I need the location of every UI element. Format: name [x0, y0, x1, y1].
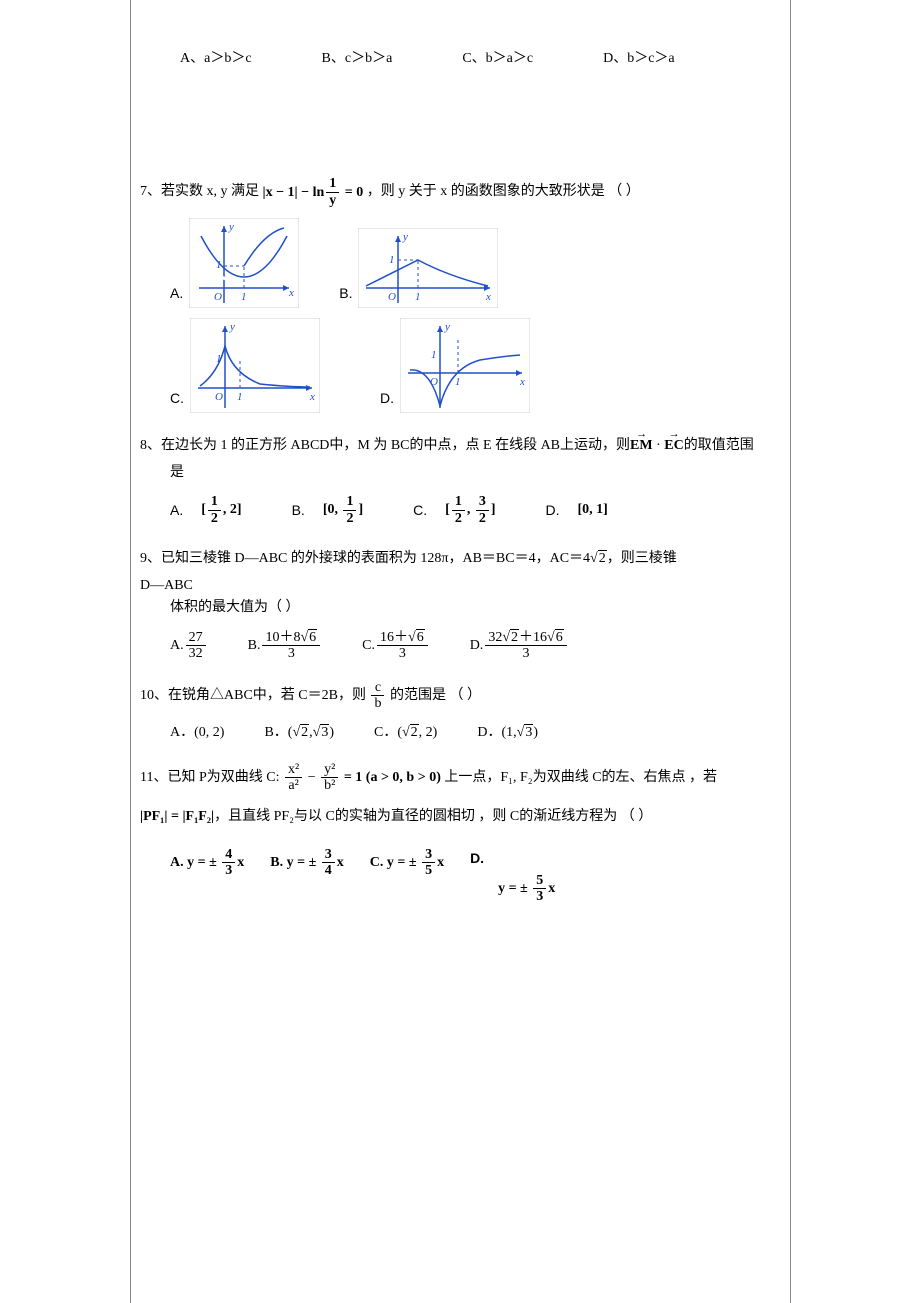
q11-opt-c: C. y = ± 35x [370, 847, 444, 879]
q11: 11、已知 P为双曲线 C: x²a² − y²b² = 1 (a > 0, b… [140, 762, 780, 905]
q10: 10、在锐角△ABC中，若 C＝2B，则 cb 的范围是 （ ） A．(0, 2… [140, 680, 780, 744]
q8-dot: · [653, 438, 665, 453]
q11-line2b: ，且直线 PF₂与以 C的实轴为直径的圆相切 ，则 C的渐近线方程为 （ ） [214, 809, 652, 824]
q9-line3: 体积的最大值为（ ） [170, 597, 780, 619]
q8-vec-ec: EC [664, 431, 683, 462]
q11-opt-a: A. y = ± 43x [170, 847, 244, 879]
svg-text:y: y [228, 221, 234, 233]
q9-line2: D—ABC [140, 575, 780, 597]
q7-graph-a: A. 1 1 O x y [170, 218, 299, 308]
q8-opt-b: B. [0, 12] [292, 494, 364, 526]
q7-graph-c: C. 1 1 O x y [170, 318, 320, 413]
svg-text:O: O [388, 291, 396, 303]
svg-text:O: O [215, 391, 223, 403]
svg-text:x: x [485, 291, 491, 303]
q10-opt-a: A．(0, 2) [170, 722, 224, 744]
q10-opt-b: B．(√2, √3) [264, 722, 334, 744]
q7-formula: |x − 1| − ln [263, 185, 325, 200]
svg-text:y: y [402, 231, 408, 243]
q7-frac-num: 1 [326, 176, 339, 192]
q7-svg-d: 1 1 O x y [400, 318, 530, 413]
q7-svg-b: 1 1 O x y [358, 228, 498, 308]
svg-text:1: 1 [455, 376, 461, 388]
svg-text:1: 1 [415, 291, 421, 303]
svg-text:x: x [519, 376, 525, 388]
svg-text:O: O [214, 291, 222, 303]
q7-svg-a: 1 1 O x y [189, 218, 299, 308]
q8-opt-a: A. [12, 2] [170, 494, 242, 526]
q7-graph-b: B. 1 1 O x y [339, 228, 498, 308]
q8-stem-post: 的取值范围 [684, 438, 754, 453]
q7-label-a: A. [170, 282, 183, 304]
q11-stem-a: 11、已知 P为双曲线 C: [140, 770, 283, 785]
q7-label-b: B. [339, 282, 352, 304]
q9-opt-a: A. 2732 [170, 630, 208, 662]
q10-stem-a: 10、在锐角△ABC中，若 C＝2B，则 [140, 688, 369, 703]
q9-opt-c: C. 16＋√63 [362, 630, 430, 662]
q9: 9、已知三棱锥 D—ABC 的外接球的表面积为 128π，AB＝BC＝4，AC＝… [140, 544, 780, 661]
q11-line2a: |PF₁| = |F₁F₂| [140, 809, 214, 824]
q10-opt-c: C．(√2, 2) [374, 722, 437, 744]
svg-text:1: 1 [389, 254, 395, 266]
q8-opt-c: C. [12, 32] [413, 494, 495, 526]
q6-opt-c: C、b＞a＞c [462, 48, 533, 70]
q9-opt-d: D. 32√2＋16√63 [470, 630, 569, 662]
q7-stem-post: ，则 y 关于 x 的函数图象的大致形状是 （ ） [367, 185, 640, 200]
svg-text:1: 1 [216, 353, 222, 365]
q8-line2: 是 [170, 462, 780, 484]
q6-options: A、a＞b＞c B、c＞b＞a C、b＞a＞c D、b＞c＞a [140, 48, 780, 70]
q6-opt-a: A、a＞b＞c [180, 48, 252, 70]
svg-text:1: 1 [237, 391, 243, 403]
svg-text:1: 1 [216, 259, 222, 271]
q8-opt-d: D. [0, 1] [546, 499, 608, 521]
q7-stem-pre: 7、若实数 x, y 满足 [140, 185, 263, 200]
q6-opt-b: B、c＞b＞a [322, 48, 393, 70]
q7-frac-den: y [326, 193, 339, 208]
svg-text:1: 1 [431, 349, 437, 361]
q7-eq: = 0 [341, 185, 363, 200]
svg-text:y: y [229, 321, 235, 333]
svg-text:x: x [309, 391, 315, 403]
q8-stem: 8、在边长为 1 的正方形 ABCD中，M 为 BC的中点，点 E 在线段 AB… [140, 438, 630, 453]
q9-stem-b: ，则三棱锥 [607, 551, 677, 566]
svg-text:1: 1 [241, 291, 247, 303]
q11-opt-b: B. y = ± 34x [270, 847, 344, 879]
q10-stem-b: 的范围是 （ ） [386, 688, 481, 703]
q7-graph-d: D. 1 1 O x y [380, 318, 530, 413]
q7: 7、若实数 x, y 满足 |x − 1| − ln1y = 0 ，则 y 关于… [140, 176, 780, 413]
q9-opt-b: B. 10＋8√63 [248, 630, 323, 662]
svg-text:x: x [288, 287, 294, 299]
svg-text:O: O [430, 376, 438, 388]
q9-stem-a: 9、已知三棱锥 D—ABC 的外接球的表面积为 128π，AB＝BC＝4，AC＝… [140, 551, 590, 566]
q7-svg-c: 1 1 O x y [190, 318, 320, 413]
q6-opt-d: D、b＞c＞a [603, 48, 675, 70]
q8-vec-em: EM [630, 431, 653, 462]
q11-opt-d: D. y = ± 53x [470, 847, 555, 905]
q7-label-d: D. [380, 387, 394, 409]
q7-label-c: C. [170, 387, 184, 409]
q8: 8、在边长为 1 的正方形 ABCD中，M 为 BC的中点，点 E 在线段 AB… [140, 431, 780, 526]
q11-stem-b: 上一点，F₁, F₂为双曲线 C的左、右焦点 ，若 [444, 770, 717, 785]
q10-opt-d: D．(1, √3) [477, 722, 538, 744]
svg-text:y: y [444, 321, 450, 333]
